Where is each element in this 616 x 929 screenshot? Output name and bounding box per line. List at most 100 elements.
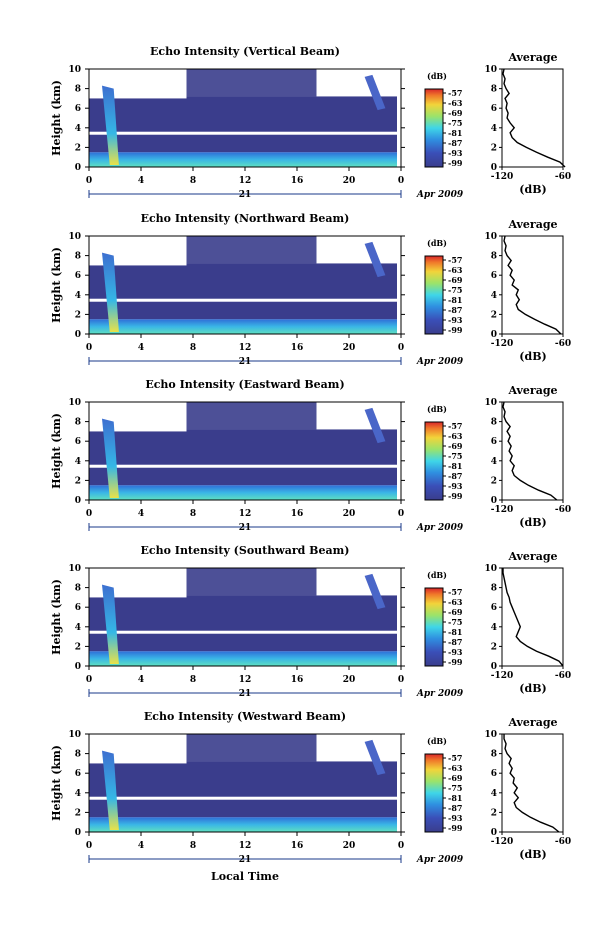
average-y-tick-label: 0 <box>491 163 497 173</box>
x-tick-label: 20 <box>343 675 356 685</box>
average-y-tick-label: 2 <box>491 476 497 486</box>
average-x-tick-label: -60 <box>555 172 571 182</box>
y-axis-label: Height (km) <box>50 579 63 655</box>
colorbar <box>424 421 444 501</box>
echo-panel-3: Echo Intensity (Southward Beam) 0 2 4 6 8 10 He… <box>50 544 571 699</box>
x-tick-label: 4 <box>138 343 144 353</box>
average-y-tick-label: 8 <box>491 750 497 760</box>
echo-layer-boundary <box>89 817 397 832</box>
average-x-tick-label: -120 <box>491 505 514 515</box>
x-tick-label: 0 <box>398 675 404 685</box>
colorbar-tick-label: -63 <box>448 98 463 108</box>
precip-plume <box>102 584 119 665</box>
colorbar-tick-label: -57 <box>448 587 462 597</box>
echo-panel-1: Echo Intensity (Northward Beam) 0 2 4 6 8 10 He… <box>50 212 571 367</box>
average-x-tick-label: -120 <box>491 339 514 349</box>
colorbar-tick-label: -87 <box>448 637 462 647</box>
y-tick-label: 4 <box>75 124 81 134</box>
y-tick-label: 0 <box>75 828 81 838</box>
x-tick-label: 16 <box>291 343 304 353</box>
x-tick-label: 0 <box>86 841 92 851</box>
footer-xlabel: Local Time <box>211 870 279 883</box>
average-y-tick-label: 2 <box>491 642 497 652</box>
echo-gap <box>89 260 187 266</box>
x-tick-label: 12 <box>239 841 252 851</box>
x-tick-label: 8 <box>190 841 196 851</box>
x-tick-label: 20 <box>343 509 356 519</box>
date-day-label: 21 <box>239 689 252 699</box>
average-x-tick-label: -60 <box>555 339 571 349</box>
x-tick-label: 12 <box>239 343 252 353</box>
colorbar-tick-label: -57 <box>448 753 462 763</box>
average-y-tick-label: 6 <box>491 603 497 613</box>
x-tick-label: 4 <box>138 176 144 186</box>
heatmap-field <box>89 402 401 500</box>
average-y-tick-label: 0 <box>491 330 497 340</box>
y-axis-label: Height (km) <box>50 413 63 489</box>
y-axis-label: Height (km) <box>50 80 63 156</box>
colorbar-unit: (dB) <box>427 570 447 580</box>
average-title: Average <box>507 218 557 231</box>
x-tick-label: 0 <box>86 343 92 353</box>
average-y-tick-label: 4 <box>491 623 497 633</box>
late-plume <box>364 573 386 610</box>
y-tick-label: 4 <box>75 291 81 301</box>
echo-layer-upper <box>186 69 317 97</box>
colorbar-tick-label: -99 <box>448 491 463 501</box>
date-month-year: Apr 2009 <box>416 523 464 533</box>
colorbar-tick-label: -69 <box>448 441 463 451</box>
figure-footer: Local Time <box>211 870 279 883</box>
colorbar-tick-label: -93 <box>448 813 463 823</box>
colorbar-unit: (dB) <box>427 238 447 248</box>
colorbar-tick-label: -57 <box>448 88 462 98</box>
heatmap-field <box>89 69 401 167</box>
echo-gap <box>89 630 401 634</box>
y-tick-label: 4 <box>75 623 81 633</box>
colorbar <box>424 753 444 833</box>
y-tick-label: 10 <box>68 398 81 408</box>
precip-plume <box>102 252 119 333</box>
x-tick-label: 8 <box>190 509 196 519</box>
x-tick-label: 16 <box>291 176 304 186</box>
x-tick-label: 16 <box>291 509 304 519</box>
average-x-label: (dB) <box>519 183 546 196</box>
average-y-tick-label: 10 <box>484 730 497 740</box>
y-tick-label: 10 <box>68 564 81 574</box>
y-axis-label: Height (km) <box>50 247 63 323</box>
average-y-tick-label: 8 <box>491 85 497 95</box>
average-y-tick-label: 8 <box>491 418 497 428</box>
colorbar-tick-label: -69 <box>448 108 463 118</box>
y-tick-label: 0 <box>75 496 81 506</box>
heatmap-field <box>89 236 401 334</box>
colorbar-tick-label: -93 <box>448 647 463 657</box>
colorbar-tick-label: -81 <box>448 295 462 305</box>
x-tick-label: 0 <box>398 343 404 353</box>
y-tick-label: 10 <box>68 232 81 242</box>
average-y-tick-label: 10 <box>484 398 497 408</box>
x-tick-label: 20 <box>343 176 356 186</box>
x-tick-label: 4 <box>138 675 144 685</box>
y-tick-label: 2 <box>75 476 81 486</box>
average-y-tick-label: 8 <box>491 252 497 262</box>
echo-panel-4: Echo Intensity (Westward Beam) 0 2 4 6 8 10 Hei… <box>50 710 571 865</box>
x-tick-label: 8 <box>190 343 196 353</box>
average-y-tick-label: 0 <box>491 662 497 672</box>
echo-layer-mid <box>89 429 397 486</box>
echo-layer-upper <box>186 402 317 430</box>
average-x-tick-label: -60 <box>555 671 571 681</box>
colorbar-unit: (dB) <box>427 71 447 81</box>
echo-layer-upper <box>186 568 317 596</box>
heatmap-field <box>89 734 401 832</box>
y-tick-label: 4 <box>75 457 81 467</box>
colorbar-tick-label: -63 <box>448 763 463 773</box>
average-x-label: (dB) <box>519 682 546 695</box>
echo-gap <box>89 298 401 302</box>
y-tick-label: 0 <box>75 163 81 173</box>
colorbar-tick-label: -87 <box>448 471 462 481</box>
average-y-tick-label: 8 <box>491 584 497 594</box>
x-tick-label: 8 <box>190 176 196 186</box>
y-tick-label: 6 <box>75 437 81 447</box>
average-y-tick-label: 0 <box>491 828 497 838</box>
average-y-tick-label: 6 <box>491 271 497 281</box>
echo-layer-mid <box>89 96 397 153</box>
